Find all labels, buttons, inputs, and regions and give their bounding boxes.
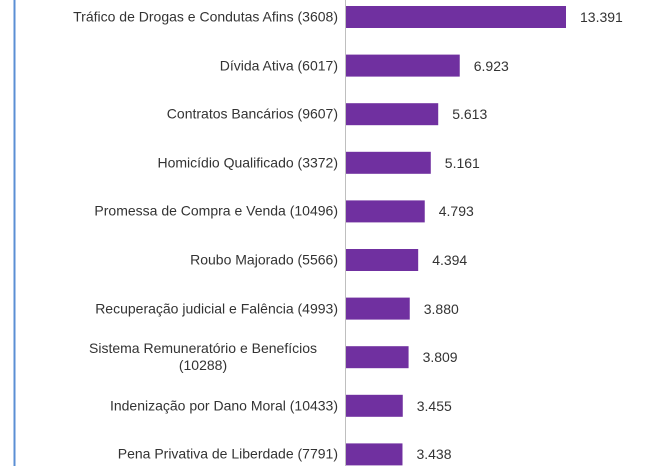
category-label: Roubo Majorado (5566) — [190, 251, 338, 268]
category-label: Tráfico de Drogas e Condutas Afins (3608… — [73, 8, 338, 25]
bar — [346, 394, 403, 417]
category-label: Recuperação judicial e Falência (4993) — [95, 300, 338, 317]
bar — [346, 346, 409, 369]
bar — [346, 297, 410, 320]
value-label: 3.438 — [416, 446, 452, 463]
category-label: Homicídio Qualificado (3372) — [157, 154, 338, 171]
bar — [346, 103, 439, 126]
bar — [346, 200, 425, 223]
value-label: 4.793 — [438, 203, 474, 220]
category-label: Dívida Ativa (6017) — [219, 57, 338, 74]
bar — [346, 6, 566, 28]
category-label: Promessa de Compra e Venda (10496) — [94, 202, 338, 219]
value-label: 3.880 — [423, 300, 459, 317]
value-label: 3.455 — [416, 397, 452, 414]
category-label: Sistema Remuneratório e Benefícios (1028… — [89, 340, 317, 374]
value-label: 5.161 — [444, 154, 480, 171]
value-label: 5.613 — [452, 106, 488, 123]
value-label: 6.923 — [473, 57, 509, 74]
bar — [346, 249, 419, 271]
value-label: 3.809 — [422, 349, 458, 366]
bar — [346, 443, 403, 466]
category-label: Indenização por Dano Moral (10433) — [109, 397, 338, 414]
category-label: Contratos Bancários (9607) — [166, 105, 338, 122]
value-label: 13.391 — [580, 9, 623, 25]
bar — [346, 151, 431, 174]
bar — [346, 54, 460, 77]
category-label: Pena Privativa de Liberdade (7791) — [117, 445, 338, 462]
value-label: 4.394 — [432, 252, 468, 268]
